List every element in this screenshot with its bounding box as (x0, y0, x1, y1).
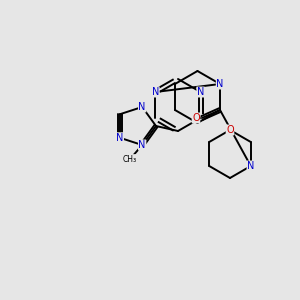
Text: N: N (139, 102, 146, 112)
Text: O: O (226, 125, 234, 135)
Text: N: N (216, 79, 224, 89)
Text: N: N (116, 133, 124, 143)
Text: O: O (192, 113, 200, 123)
Text: N: N (247, 161, 254, 171)
Text: N: N (197, 87, 204, 97)
Text: N: N (139, 140, 146, 150)
Text: N: N (152, 87, 159, 97)
Text: CH₃: CH₃ (123, 154, 137, 164)
